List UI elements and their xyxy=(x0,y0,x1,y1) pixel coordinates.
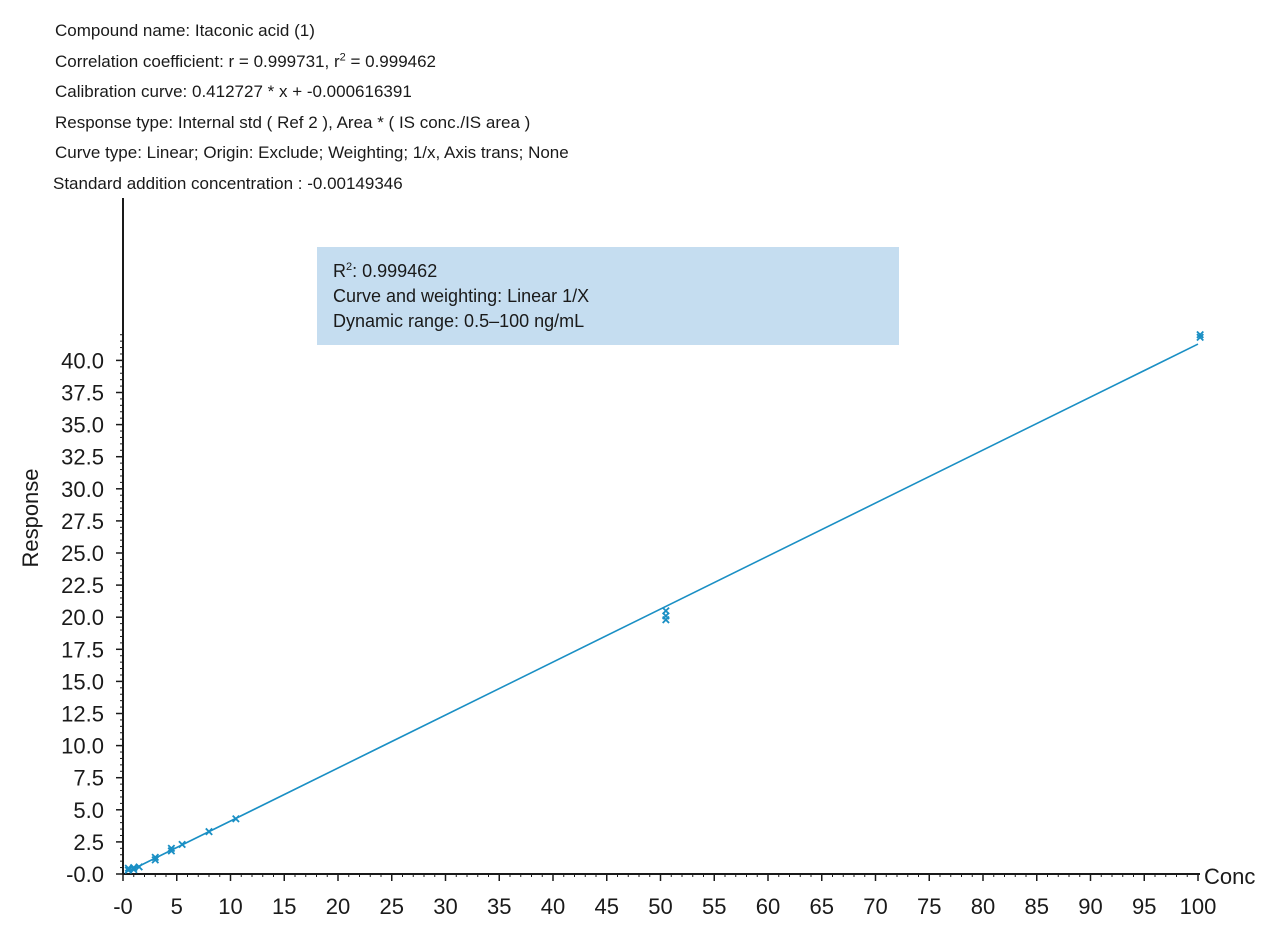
data-point-stroke xyxy=(135,863,143,871)
x-tick-label: 30 xyxy=(433,894,457,919)
data-point-stroke xyxy=(129,863,138,872)
correlation-text: Correlation coefficient: r = 0.999731, r xyxy=(55,51,340,71)
data-point-stroke xyxy=(178,840,186,849)
y-tick-label: 40.0 xyxy=(61,348,104,373)
y-tick-label: 15.0 xyxy=(61,669,104,694)
y-tick-label: 5.0 xyxy=(73,798,104,823)
data-point xyxy=(129,865,138,874)
r-squared-line: R2: 0.999462 xyxy=(333,259,899,284)
data-point-stroke xyxy=(151,856,160,864)
x-tick-label: 55 xyxy=(702,894,726,919)
data-point xyxy=(1196,333,1204,342)
curve-type: Curve type: Linear; Origin: Exclude; Wei… xyxy=(55,143,569,162)
data-point-stroke xyxy=(129,865,138,874)
y-tick-label: -0.0 xyxy=(66,862,104,887)
x-tick-label: 75 xyxy=(917,894,941,919)
y-tick-label: 37.5 xyxy=(61,381,104,406)
data-point xyxy=(167,844,176,853)
y-tick-label: 10.0 xyxy=(61,734,104,759)
y-tick-label: 20.0 xyxy=(61,605,104,630)
x-tick-label: 5 xyxy=(171,894,183,919)
x-tick-label: 65 xyxy=(810,894,834,919)
x-tick-label: 80 xyxy=(971,894,995,919)
data-points xyxy=(124,330,1204,874)
calibration-curve: Calibration curve: 0.412727 * x + -0.000… xyxy=(55,82,412,101)
x-tick-label: 45 xyxy=(595,894,619,919)
correlation-coefficient: Correlation coefficient: r = 0.999731, r… xyxy=(55,47,569,78)
data-point-stroke xyxy=(1196,333,1204,342)
data-point xyxy=(232,814,240,823)
data-point-stroke xyxy=(232,814,240,823)
y-tick-label: 2.5 xyxy=(73,830,104,855)
r-squared-superscript: 2 xyxy=(346,261,353,273)
y-tick-label: 7.5 xyxy=(73,766,104,791)
y-axis-label: Response xyxy=(18,468,43,567)
x-tick-label: 15 xyxy=(272,894,296,919)
y-tick-label: 17.5 xyxy=(61,637,104,662)
data-point-stroke xyxy=(151,853,160,862)
y-tick-label: 35.0 xyxy=(61,413,104,438)
x-tick-label: 10 xyxy=(218,894,242,919)
compound-name: Compound name: Itaconic acid (1) xyxy=(55,21,315,40)
x-tick-label: 25 xyxy=(380,894,404,919)
correlation-value: = 0.999462 xyxy=(345,51,437,71)
x-tick-label: 50 xyxy=(648,894,672,919)
x-tick-label: 70 xyxy=(863,894,887,919)
curve-weighting-line: Curve and weighting: Linear 1/X xyxy=(333,286,590,306)
data-point xyxy=(205,827,213,836)
y-tick-label: 22.5 xyxy=(61,573,104,598)
data-point xyxy=(662,615,670,624)
standard-addition: Standard addition concentration : -0.001… xyxy=(53,173,403,193)
x-tick-label: 100 xyxy=(1180,894,1217,919)
data-point xyxy=(167,847,176,855)
data-point xyxy=(151,853,160,862)
y-tick-label: 32.5 xyxy=(61,445,104,470)
dynamic-range-line: Dynamic range: 0.5–100 ng/mL xyxy=(333,311,585,331)
chart-ticks xyxy=(116,334,1199,881)
report-header: Compound name: Itaconic acid (1) Correla… xyxy=(53,16,569,199)
data-point-stroke xyxy=(662,615,670,624)
y-tick-label: 12.5 xyxy=(61,702,104,727)
chart-axes xyxy=(122,198,1200,875)
correlation-superscript: 2 xyxy=(339,50,346,63)
data-point xyxy=(1196,330,1204,339)
x-tick-label: 40 xyxy=(541,894,565,919)
x-tick-label: 90 xyxy=(1078,894,1102,919)
r-squared-value: : 0.999462 xyxy=(352,261,438,281)
x-tick-label: 95 xyxy=(1132,894,1156,919)
data-point-stroke xyxy=(167,844,176,853)
chart-tick-labels: -0.0 2.5 5.0 7.5 10.0 12.5 15.0 17.5 20.0 22.5 25.… xyxy=(61,348,1216,919)
response-type: Response type: Internal std ( Ref 2 ), A… xyxy=(55,112,531,132)
r-squared-symbol: R xyxy=(333,261,346,281)
y-tick-label: 25.0 xyxy=(61,541,104,566)
data-point xyxy=(178,840,186,849)
y-tick-label: 27.5 xyxy=(61,509,104,534)
data-point-stroke xyxy=(167,847,176,855)
x-tick-label: -0 xyxy=(113,894,133,919)
x-tick-label: 85 xyxy=(1025,894,1049,919)
y-tick-label: 30.0 xyxy=(61,477,104,502)
x-tick-label: 60 xyxy=(756,894,780,919)
fit-summary-box: R2: 0.999462 Curve and weighting: Linear… xyxy=(317,247,899,345)
data-point-stroke xyxy=(205,827,213,836)
data-point-stroke xyxy=(1196,330,1204,339)
data-point xyxy=(135,863,143,871)
data-point xyxy=(151,856,160,864)
x-axis-label: Conc xyxy=(1204,864,1255,889)
data-point-stroke xyxy=(124,866,133,874)
x-tick-label: 35 xyxy=(487,894,511,919)
x-tick-label: 20 xyxy=(326,894,350,919)
data-point-stroke xyxy=(124,864,133,873)
